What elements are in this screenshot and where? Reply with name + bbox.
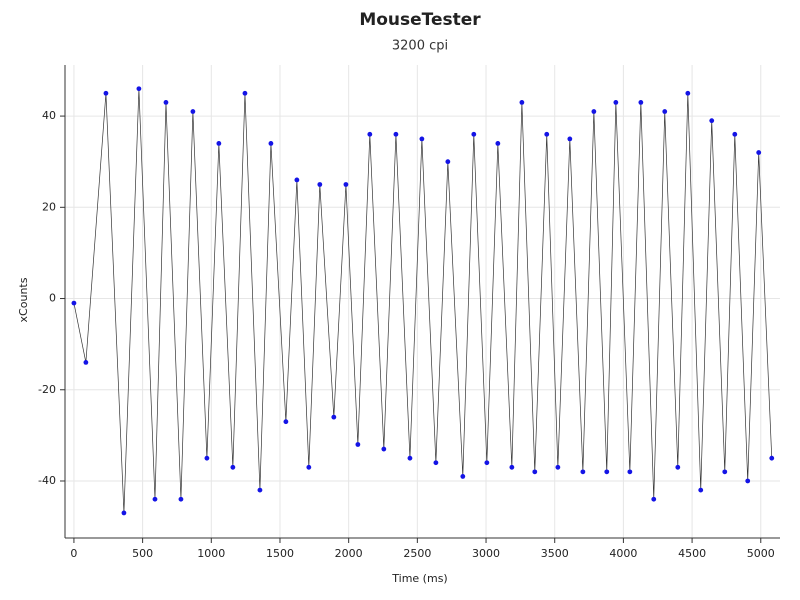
data-point (698, 487, 704, 493)
data-point (103, 90, 109, 96)
data-point (709, 118, 715, 124)
data-point (460, 474, 466, 479)
data-point (532, 469, 538, 475)
x-tick-label: 4500 (678, 547, 706, 560)
y-tick-label: -20 (38, 383, 56, 396)
data-point (367, 131, 373, 137)
x-tick-label: 3500 (541, 547, 569, 560)
data-point (242, 90, 248, 96)
y-tick-label: 20 (42, 200, 56, 213)
x-axis-label: Time (ms) (391, 572, 447, 585)
x-tick-label: 4000 (609, 547, 637, 560)
data-point (216, 141, 222, 146)
data-point (769, 455, 775, 461)
data-point (83, 359, 89, 365)
data-point (152, 496, 158, 502)
data-point (613, 100, 619, 105)
data-point (722, 469, 728, 475)
data-point (471, 131, 477, 137)
data-point (178, 496, 184, 502)
x-tick-label: 2500 (403, 547, 431, 560)
data-point (495, 141, 501, 146)
data-point (381, 446, 387, 452)
data-point (651, 496, 657, 502)
data-point (756, 150, 762, 155)
data-point (257, 487, 263, 493)
data-point (393, 131, 399, 137)
x-tick-label: 2000 (335, 547, 363, 560)
chart-title: MouseTester (359, 10, 481, 30)
y-tick-label: 40 (42, 109, 56, 122)
data-point (580, 469, 586, 475)
plot-area (65, 65, 780, 538)
data-point (745, 478, 751, 484)
data-point (331, 414, 337, 420)
y-tick-label: -40 (38, 474, 56, 487)
x-tick-label: 1500 (266, 547, 294, 560)
data-point (662, 109, 668, 114)
data-point (283, 419, 289, 425)
data-point (317, 182, 323, 187)
data-point (591, 109, 597, 114)
data-point (121, 510, 127, 516)
data-point (604, 469, 610, 475)
data-point (71, 300, 77, 306)
data-point (230, 464, 236, 470)
data-point (136, 86, 142, 92)
x-tick-label: 0 (70, 547, 77, 560)
data-point (509, 464, 515, 470)
data-point (519, 100, 525, 105)
data-point (567, 136, 573, 142)
data-point (268, 141, 274, 146)
data-point (445, 159, 451, 165)
data-point (294, 177, 300, 183)
data-point (544, 131, 550, 137)
x-tick-label: 5000 (747, 547, 775, 560)
data-point (627, 469, 633, 475)
data-point (732, 131, 738, 137)
x-tick-label: 500 (132, 547, 153, 560)
data-point (433, 460, 439, 466)
x-tick-label: 3000 (472, 547, 500, 560)
y-tick-label: 0 (49, 292, 56, 305)
data-point (484, 460, 490, 466)
data-point (675, 464, 681, 470)
x-tick-label: 1000 (197, 547, 225, 560)
data-point (638, 100, 644, 105)
y-axis-label: xCounts (17, 277, 30, 322)
chart-subtitle: 3200 cpi (392, 39, 448, 54)
series-line (73, 88, 773, 513)
data-point (419, 136, 425, 142)
data-point (407, 455, 413, 461)
data-point (306, 464, 312, 470)
data-point (163, 100, 169, 105)
data-point (355, 442, 361, 447)
data-point (204, 455, 210, 461)
data-point (685, 90, 691, 96)
data-point (190, 109, 196, 114)
data-point (343, 182, 349, 187)
data-point (555, 464, 561, 470)
